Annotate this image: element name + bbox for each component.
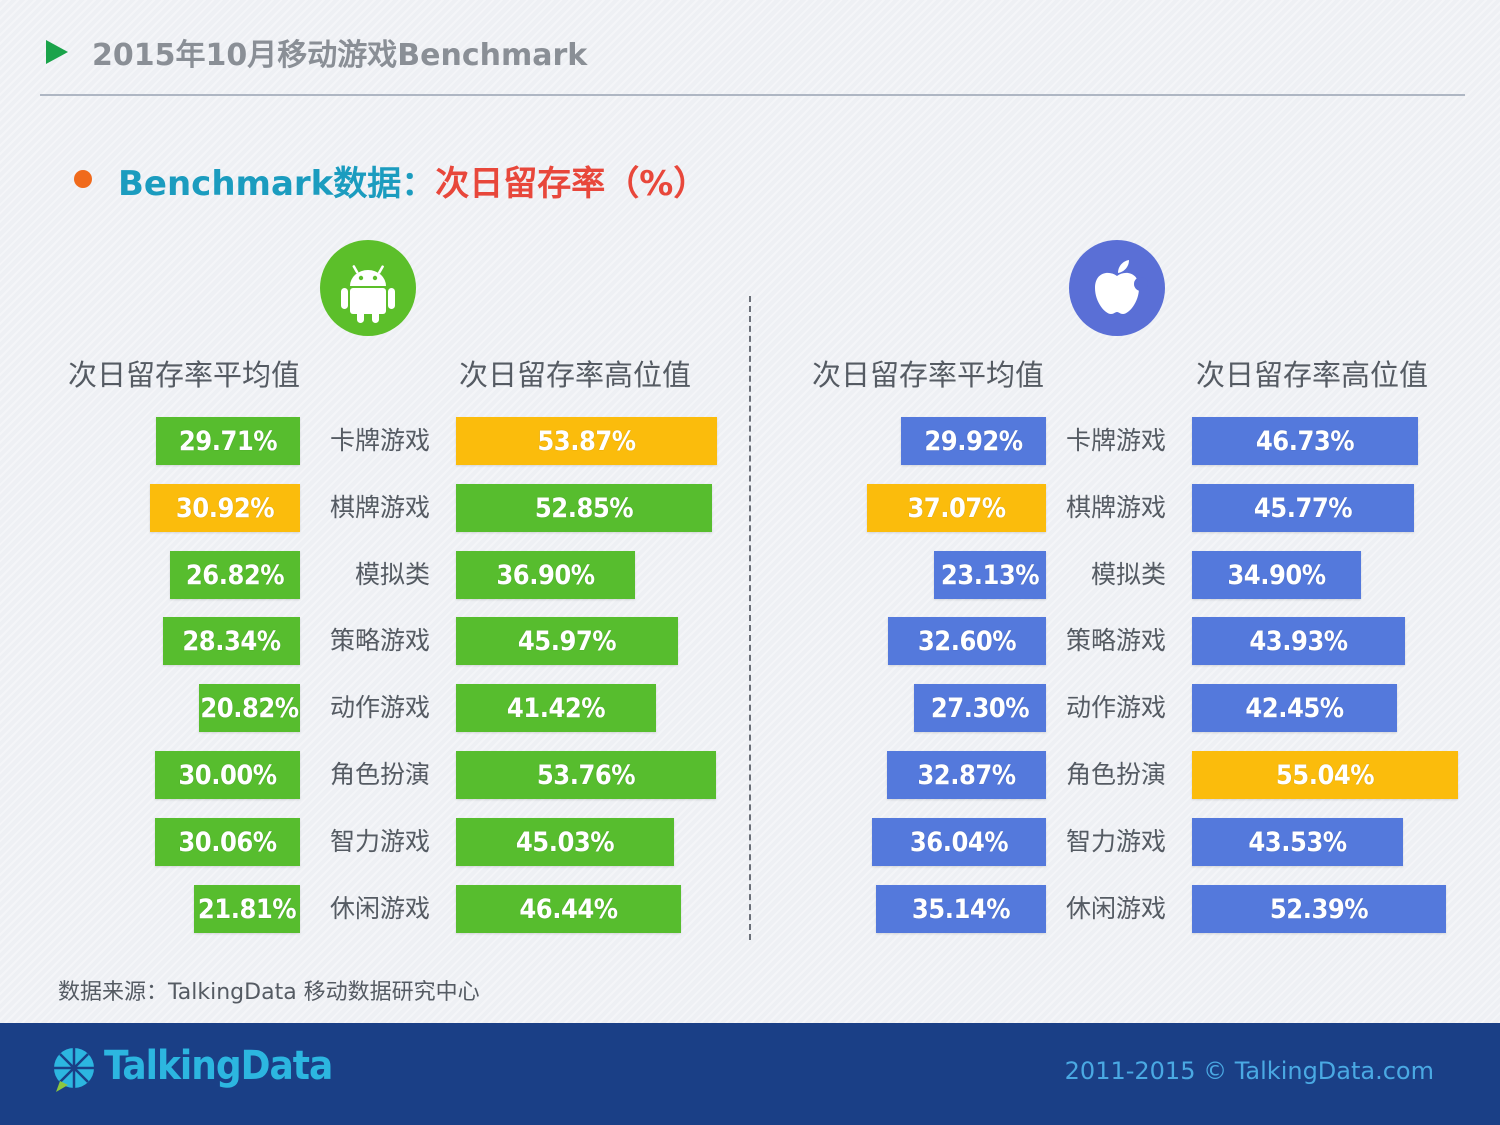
data-source-note: 数据来源：TalkingData 移动数据研究中心: [58, 980, 480, 1005]
android-high-bar: 45.03%: [456, 818, 674, 866]
ios-category-label: 卡牌游戏: [1065, 426, 1166, 455]
ios-avg-bar: 32.60%: [888, 617, 1046, 665]
android-avg-bar: 30.92%: [150, 484, 300, 532]
footer-copyright: 2011-2015 © TalkingData.com: [1064, 1057, 1434, 1085]
ios-high-bar: 43.93%: [1192, 617, 1405, 665]
android-avg-bar: 21.81%: [194, 885, 300, 933]
ios-high-bar: 43.53%: [1192, 818, 1403, 866]
footer-brand: TalkingData: [104, 1043, 333, 1089]
android-category-label: 角色扮演: [329, 760, 430, 789]
ios-avg-bar: 23.13%: [934, 551, 1046, 599]
android-high-bar: 41.42%: [456, 684, 656, 732]
ios-avg-bar: 37.07%: [867, 484, 1046, 532]
ios-avg-bar: 27.30%: [914, 684, 1046, 732]
android-category-label: 智力游戏: [329, 827, 430, 856]
ios-high-bar: 52.39%: [1192, 885, 1446, 933]
android-high-bar: 53.76%: [456, 751, 716, 799]
ios-category-label: 智力游戏: [1065, 827, 1166, 856]
ios-high-bar: 45.77%: [1192, 484, 1414, 532]
android-high-header: 次日留存率高位值: [459, 358, 692, 392]
android-high-bar: 36.90%: [456, 551, 635, 599]
ios-high-header: 次日留存率高位值: [1196, 358, 1429, 392]
ios-avg-bar: 32.87%: [887, 751, 1046, 799]
page-title: 2015年10月移动游戏Benchmark: [92, 38, 588, 73]
ios-category-label: 休闲游戏: [1065, 894, 1166, 923]
android-category-label: 动作游戏: [329, 693, 430, 722]
android-high-bar: 46.44%: [456, 885, 681, 933]
android-avg-bar: 26.82%: [170, 551, 300, 599]
android-avg-bar: 30.06%: [155, 818, 300, 866]
ios-avg-header: 次日留存率平均值: [812, 358, 1045, 392]
ios-avg-bar: 29.92%: [901, 417, 1046, 465]
ios-category-label: 角色扮演: [1065, 760, 1166, 789]
android-avg-bar: 20.82%: [199, 684, 300, 732]
android-avg-bar: 28.34%: [163, 617, 300, 665]
android-category-label: 棋牌游戏: [329, 493, 430, 522]
android-avg-bar: 30.00%: [155, 751, 300, 799]
ios-high-bar: 55.04%: [1192, 751, 1458, 799]
android-category-label: 策略游戏: [329, 626, 430, 655]
ios-high-bar: 42.45%: [1192, 684, 1397, 732]
apple-icon: [1069, 240, 1165, 336]
footer-bar: TalkingData 2011-2015 © TalkingData.com: [0, 1023, 1500, 1125]
android-high-bar: 53.87%: [456, 417, 717, 465]
android-category-label: 休闲游戏: [329, 894, 430, 923]
android-high-bar: 45.97%: [456, 617, 678, 665]
android-high-bar: 52.85%: [456, 484, 712, 532]
ios-avg-bar: 36.04%: [872, 818, 1046, 866]
subtitle-prefix: Benchmark数据：: [118, 164, 436, 204]
android-avg-bar: 29.71%: [156, 417, 300, 465]
android-avg-header: 次日留存率平均值: [68, 358, 301, 392]
bullet-dot-icon: [74, 170, 92, 188]
ios-category-label: 模拟类: [1090, 560, 1166, 589]
ios-high-bar: 34.90%: [1192, 551, 1361, 599]
android-category-label: 卡牌游戏: [329, 426, 430, 455]
ios-high-bar: 46.73%: [1192, 417, 1418, 465]
title-divider: [40, 94, 1465, 96]
ios-category-label: 策略游戏: [1065, 626, 1166, 655]
panel-divider: [749, 296, 751, 940]
android-icon: [320, 240, 416, 336]
talkingdata-logo-icon: [52, 1047, 98, 1097]
ios-category-label: 棋牌游戏: [1065, 493, 1166, 522]
play-icon: [46, 40, 68, 64]
subtitle-metric: 次日留存率（%）: [435, 164, 708, 204]
android-category-label: 模拟类: [354, 560, 430, 589]
chart-subtitle: Benchmark数据：次日留存率（%）: [118, 156, 707, 205]
ios-avg-bar: 35.14%: [876, 885, 1046, 933]
ios-category-label: 动作游戏: [1065, 693, 1166, 722]
